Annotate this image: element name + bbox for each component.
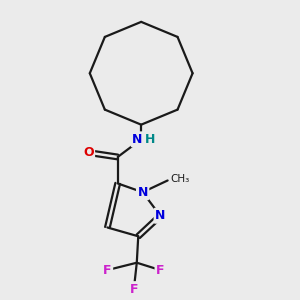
Text: F: F <box>103 264 112 277</box>
Text: H: H <box>145 133 155 146</box>
Text: F: F <box>130 283 138 296</box>
Text: N: N <box>155 209 166 222</box>
Text: O: O <box>83 146 94 159</box>
Text: N: N <box>137 186 148 199</box>
Text: F: F <box>156 264 164 277</box>
Text: CH₃: CH₃ <box>171 174 190 184</box>
Text: N: N <box>132 133 142 146</box>
